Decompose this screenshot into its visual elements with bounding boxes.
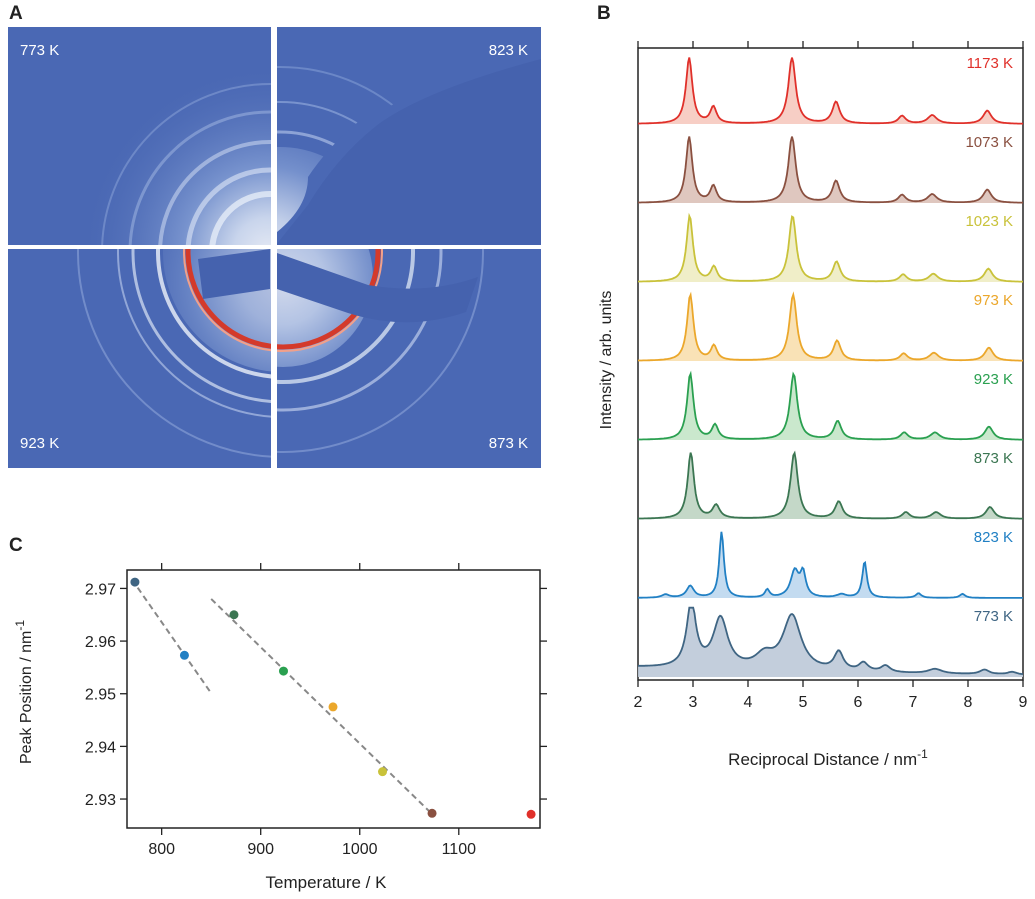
- data-point-923: [278, 666, 288, 676]
- panel-b-plot: 2 3 4 5 6 7 8 9 1173 K 1073 K 1023 K 973 K 923 K 873 …: [634, 41, 1028, 711]
- panel-c-ytick-label: 2.96: [85, 634, 116, 651]
- diffraction-image: 773 K 823 K 923 K 873 K: [8, 27, 541, 468]
- quadrant-773: [80, 62, 271, 245]
- panel-a-letter: A: [9, 3, 23, 24]
- panel-c-ytick-label: 2.94: [85, 739, 116, 756]
- series-line-1073K: [638, 136, 1024, 204]
- panel-c-y-label-sup: -1: [13, 620, 27, 631]
- panel-c-ytick-label: 2.95: [85, 687, 116, 704]
- series-line-923K: [638, 370, 1023, 441]
- fit-line: [131, 578, 213, 694]
- data-point-1073: [427, 808, 437, 818]
- panel-c-x-axis-label: Temperature / K: [266, 873, 388, 892]
- quadrant-label-773: 773 K: [20, 42, 59, 59]
- data-point-1023: [378, 767, 388, 777]
- panel-b-xtick-label: 8: [964, 694, 973, 711]
- data-point-823: [179, 650, 189, 660]
- series-line-823K: [638, 531, 1023, 599]
- panel-c-xtick-label: 1000: [342, 841, 378, 858]
- series-fill-1073K: [638, 136, 1023, 203]
- panel-b-chart: 2 3 4 5 6 7 8 9 1173 K 1073 K 1023 K 973 K 923 K 873 …: [598, 41, 1028, 769]
- panel-c-xtick-label: 900: [247, 841, 274, 858]
- series-line-873K: [638, 450, 1024, 520]
- series-line-973K: [638, 291, 1023, 362]
- series-label-1173K: 1173 K: [967, 55, 1013, 72]
- series-label-1073K: 1073 K: [965, 134, 1013, 151]
- panel-b-y-axis-label: Intensity / arb. units: [598, 291, 615, 430]
- panel-c-xtick-label: 1100: [442, 841, 477, 858]
- data-point-973: [328, 702, 338, 712]
- series-line-1023K: [638, 212, 1024, 283]
- panel-b-xtick-label: 3: [689, 694, 698, 711]
- data-point-1173: [526, 809, 536, 819]
- panel-b-frame: [637, 47, 1024, 681]
- data-point-873: [229, 610, 239, 620]
- panel-c-frame: [126, 569, 541, 829]
- panel-b-x-axis-label: Reciprocal Distance / nm-1: [728, 747, 928, 769]
- series-fill-823K: [638, 531, 1023, 598]
- series-fill-973K: [638, 294, 1023, 361]
- series-fill-923K: [638, 374, 1023, 440]
- panel-c-letter: C: [9, 535, 23, 556]
- series-fill-873K: [638, 452, 1023, 519]
- panel-b-xtick-label: 7: [909, 694, 918, 711]
- quadrant-label-923: 923 K: [20, 435, 59, 452]
- panel-b-letter: B: [597, 3, 611, 24]
- data-point-773: [130, 577, 140, 587]
- horizontal-divider: [8, 245, 541, 249]
- quadrant-label-823: 823 K: [489, 42, 528, 59]
- series-label-773K: 773 K: [974, 608, 1013, 625]
- quadrant-923: [77, 249, 271, 458]
- panel-c-plot: 800 900 1000 1100 2.93 2.94 2.95 2.96 2.97: [85, 563, 547, 858]
- panel-c-chart: 800 900 1000 1100 2.93 2.94 2.95 2.96 2.97 Peak …: [13, 563, 547, 892]
- panel-c-y-label-main: Peak Position / nm: [18, 631, 35, 764]
- fit-line: [210, 598, 435, 817]
- panel-b-xtick-label: 5: [799, 694, 808, 711]
- series-fill-1023K: [638, 216, 1023, 282]
- panel-c-ytick-label: 2.97: [85, 581, 116, 598]
- quadrant-823: [277, 57, 541, 245]
- panel-b-x-label-sup: -1: [917, 747, 928, 761]
- quadrant-label-873: 873 K: [489, 435, 528, 452]
- panel-c-xtick-label: 800: [148, 841, 175, 858]
- panel-b-xtick-label: 4: [744, 694, 753, 711]
- series-line-773K: [637, 606, 1024, 675]
- series-fill-773K: [638, 607, 1023, 677]
- series-label-873K: 873 K: [974, 450, 1013, 467]
- quadrant-873: [277, 249, 484, 453]
- series-fill-1173K: [638, 57, 1023, 124]
- panel-b-x-label-main: Reciprocal Distance / nm: [728, 750, 917, 769]
- series-label-973K: 973 K: [974, 292, 1013, 309]
- panel-c-y-axis-label: Peak Position / nm-1: [13, 620, 35, 764]
- panel-b-xtick-label: 6: [854, 694, 863, 711]
- series-line-1173K: [638, 57, 1024, 125]
- series-label-1023K: 1023 K: [965, 213, 1013, 230]
- series-label-923K: 923 K: [974, 371, 1013, 388]
- diffraction-image-panel: 773 K 823 K 923 K 873 K: [8, 27, 541, 468]
- panel-b-xtick-label: 9: [1019, 694, 1028, 711]
- series-label-823K: 823 K: [974, 529, 1013, 546]
- panel-b-xtick-label: 2: [634, 694, 643, 711]
- panel-c-ytick-label: 2.93: [85, 792, 116, 809]
